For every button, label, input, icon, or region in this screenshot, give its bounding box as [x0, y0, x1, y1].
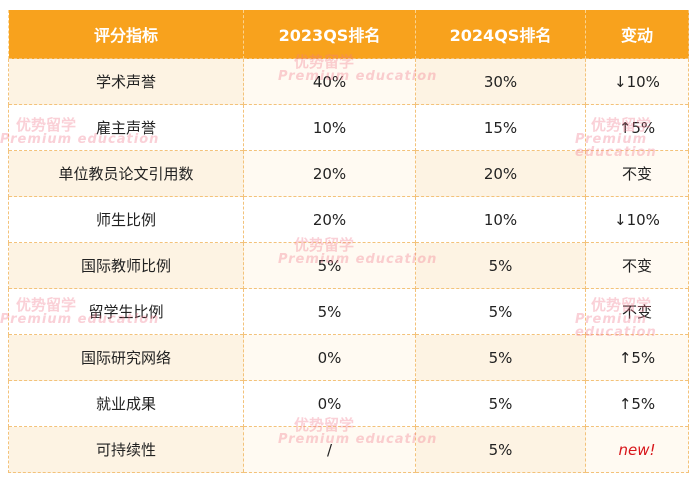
- table-cell: 不变: [585, 242, 689, 289]
- table-cell: 不变: [585, 150, 689, 197]
- table-cell: 5%: [243, 242, 416, 289]
- table-cell: 0%: [243, 380, 416, 427]
- table-cell: new!: [585, 426, 689, 473]
- table-cell: ↓10%: [585, 58, 689, 105]
- table-cell: ↓10%: [585, 196, 689, 243]
- table-cell: 就业成果: [8, 380, 244, 427]
- table-row: 留学生比例 5% 5% 不变: [8, 288, 689, 335]
- table-cell: 留学生比例: [8, 288, 244, 335]
- table-cell: 10%: [243, 104, 416, 151]
- table-cell: 学术声誉: [8, 58, 244, 105]
- table-cell: 5%: [415, 426, 586, 473]
- table-row: 可持续性/5% new!: [8, 426, 689, 473]
- table-row: 学术声誉 40% 30% ↓10%: [8, 58, 689, 105]
- table-cell: 国际研究网络: [8, 334, 244, 381]
- table-cell: 40%: [243, 58, 416, 105]
- table-cell: 雇主声誉: [8, 104, 244, 151]
- table-cell: 可持续性: [8, 426, 244, 473]
- table-cell: 5%: [243, 288, 416, 335]
- table-cell: 30%: [415, 58, 586, 105]
- table-cell: 5%: [415, 380, 586, 427]
- table-cell: 不变: [585, 288, 689, 335]
- table-row: 雇主声誉 10% 15% ↑5%: [8, 104, 689, 151]
- table-cell: ↑5%: [585, 104, 689, 151]
- table-row: 师生比例 20% 10% ↓10%: [8, 196, 689, 243]
- table-cell: 5%: [415, 334, 586, 381]
- header-cell: 变动: [585, 10, 689, 59]
- table-cell: ↑5%: [585, 380, 689, 427]
- table-cell: 10%: [415, 196, 586, 243]
- table-cell: 0%: [243, 334, 416, 381]
- qs-table: 评分指标 2023QS排名 2024QS排名 变动 学术声誉 40% 30% ↓10% 雇主声…: [8, 10, 689, 473]
- table-cell: /: [243, 426, 416, 473]
- table-body: 学术声誉 40% 30% ↓10% 雇主声誉 10% 15% ↑5% 单位教员论文引用数 20% 2…: [8, 58, 689, 473]
- table-cell: 15%: [415, 104, 586, 151]
- header-cell: 2023QS排名: [243, 10, 416, 59]
- table-row: 国际教师比例 5% 5% 不变: [8, 242, 689, 289]
- table-cell: 5%: [415, 242, 586, 289]
- table-cell: 20%: [243, 196, 416, 243]
- header-row: 评分指标 2023QS排名 2024QS排名 变动: [8, 10, 689, 59]
- table-row: 就业成果 0% 5% ↑5%: [8, 380, 689, 427]
- header-cell: 2024QS排名: [415, 10, 586, 59]
- table-cell: ↑5%: [585, 334, 689, 381]
- table-cell: 5%: [415, 288, 586, 335]
- table-cell: 20%: [243, 150, 416, 197]
- table-cell: 师生比例: [8, 196, 244, 243]
- table-cell: 20%: [415, 150, 586, 197]
- table-row: 单位教员论文引用数 20% 20% 不变: [8, 150, 689, 197]
- header-cell: 评分指标: [8, 10, 244, 59]
- table-row: 国际研究网络 0% 5% ↑5%: [8, 334, 689, 381]
- table-cell: 国际教师比例: [8, 242, 244, 289]
- table-cell: 单位教员论文引用数: [8, 150, 244, 197]
